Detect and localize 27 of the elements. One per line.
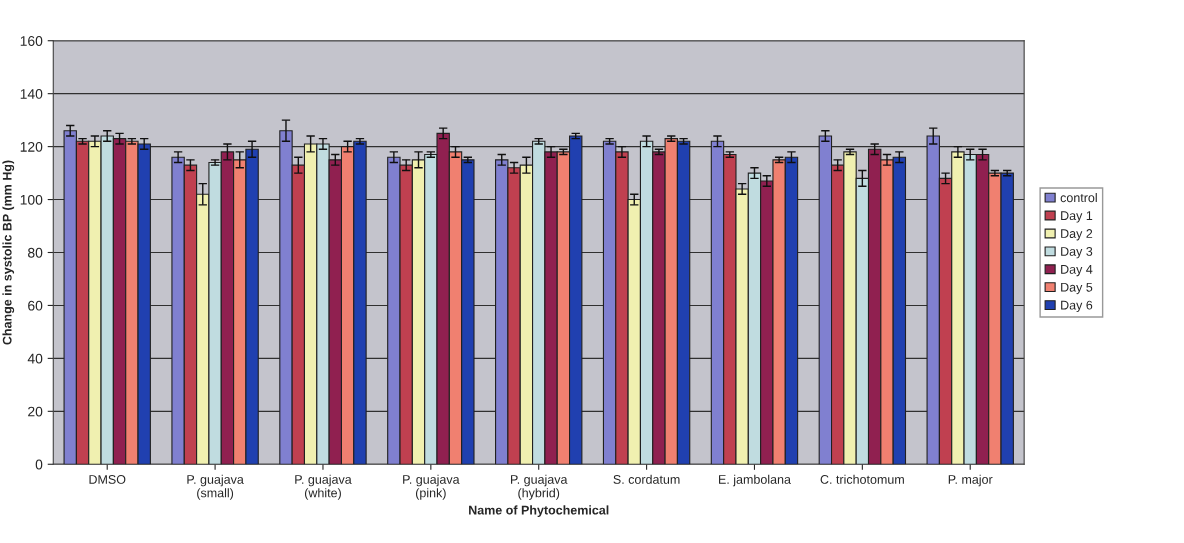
x-tick-label: E. jambolana (719, 474, 791, 487)
x-tick-label: S. cordatum (613, 474, 680, 484)
x-tick-label: P. major (948, 474, 993, 487)
legend-label: Day 6 (1061, 300, 1093, 313)
x-tick-label: C. trichotomum (820, 474, 904, 484)
y-tick-label: 20 (28, 406, 43, 417)
y-tick-label: 0 (35, 459, 43, 470)
y-tick-label: 40 (27, 353, 43, 364)
y-tick-label: 60 (28, 300, 43, 311)
x-tick-label: P. guajava (small) (187, 474, 244, 500)
y-axis-title: Change in systolic BP (mm Hg) (2, 160, 15, 345)
legend-label: Day 4 (1061, 265, 1093, 277)
x-axis-title: Name of Phytochemical (469, 505, 609, 518)
legend-label: Day 5 (1061, 282, 1093, 295)
y-tick-label: 80 (28, 247, 43, 258)
legend-label: Day 2 (1061, 229, 1093, 241)
legend-label: control (1060, 192, 1097, 203)
x-tick-label: DMSO (89, 475, 126, 484)
x-tick-label: P. guajava (pink) (403, 474, 460, 500)
y-tick-label: 140 (20, 89, 43, 99)
y-tick-label: 120 (20, 141, 43, 152)
x-tick-label: P. guajava (hybrid) (511, 474, 568, 500)
legend-label: Day 3 (1061, 247, 1093, 259)
y-tick-label: 160 (20, 36, 43, 46)
x-tick-label: P. guajava (white) (295, 474, 352, 500)
legend-label: Day 1 (1061, 211, 1093, 223)
y-tick-label: 100 (20, 194, 43, 205)
